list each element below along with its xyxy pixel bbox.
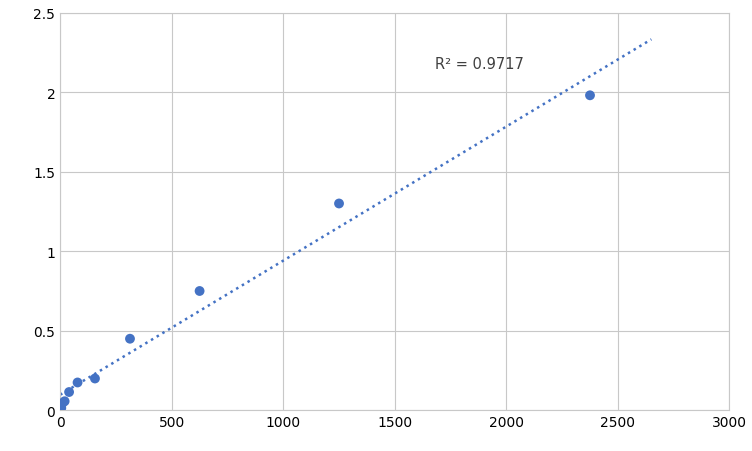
- Point: [59, 398, 71, 405]
- Point: [55, 405, 67, 412]
- Point: [584, 92, 596, 100]
- Point: [193, 288, 205, 295]
- Point: [56, 400, 68, 407]
- Point: [333, 200, 345, 207]
- Point: [63, 389, 75, 396]
- Point: [71, 379, 83, 386]
- Text: R² = 0.9717: R² = 0.9717: [435, 57, 524, 72]
- Point: [124, 336, 136, 343]
- Point: [89, 375, 101, 382]
